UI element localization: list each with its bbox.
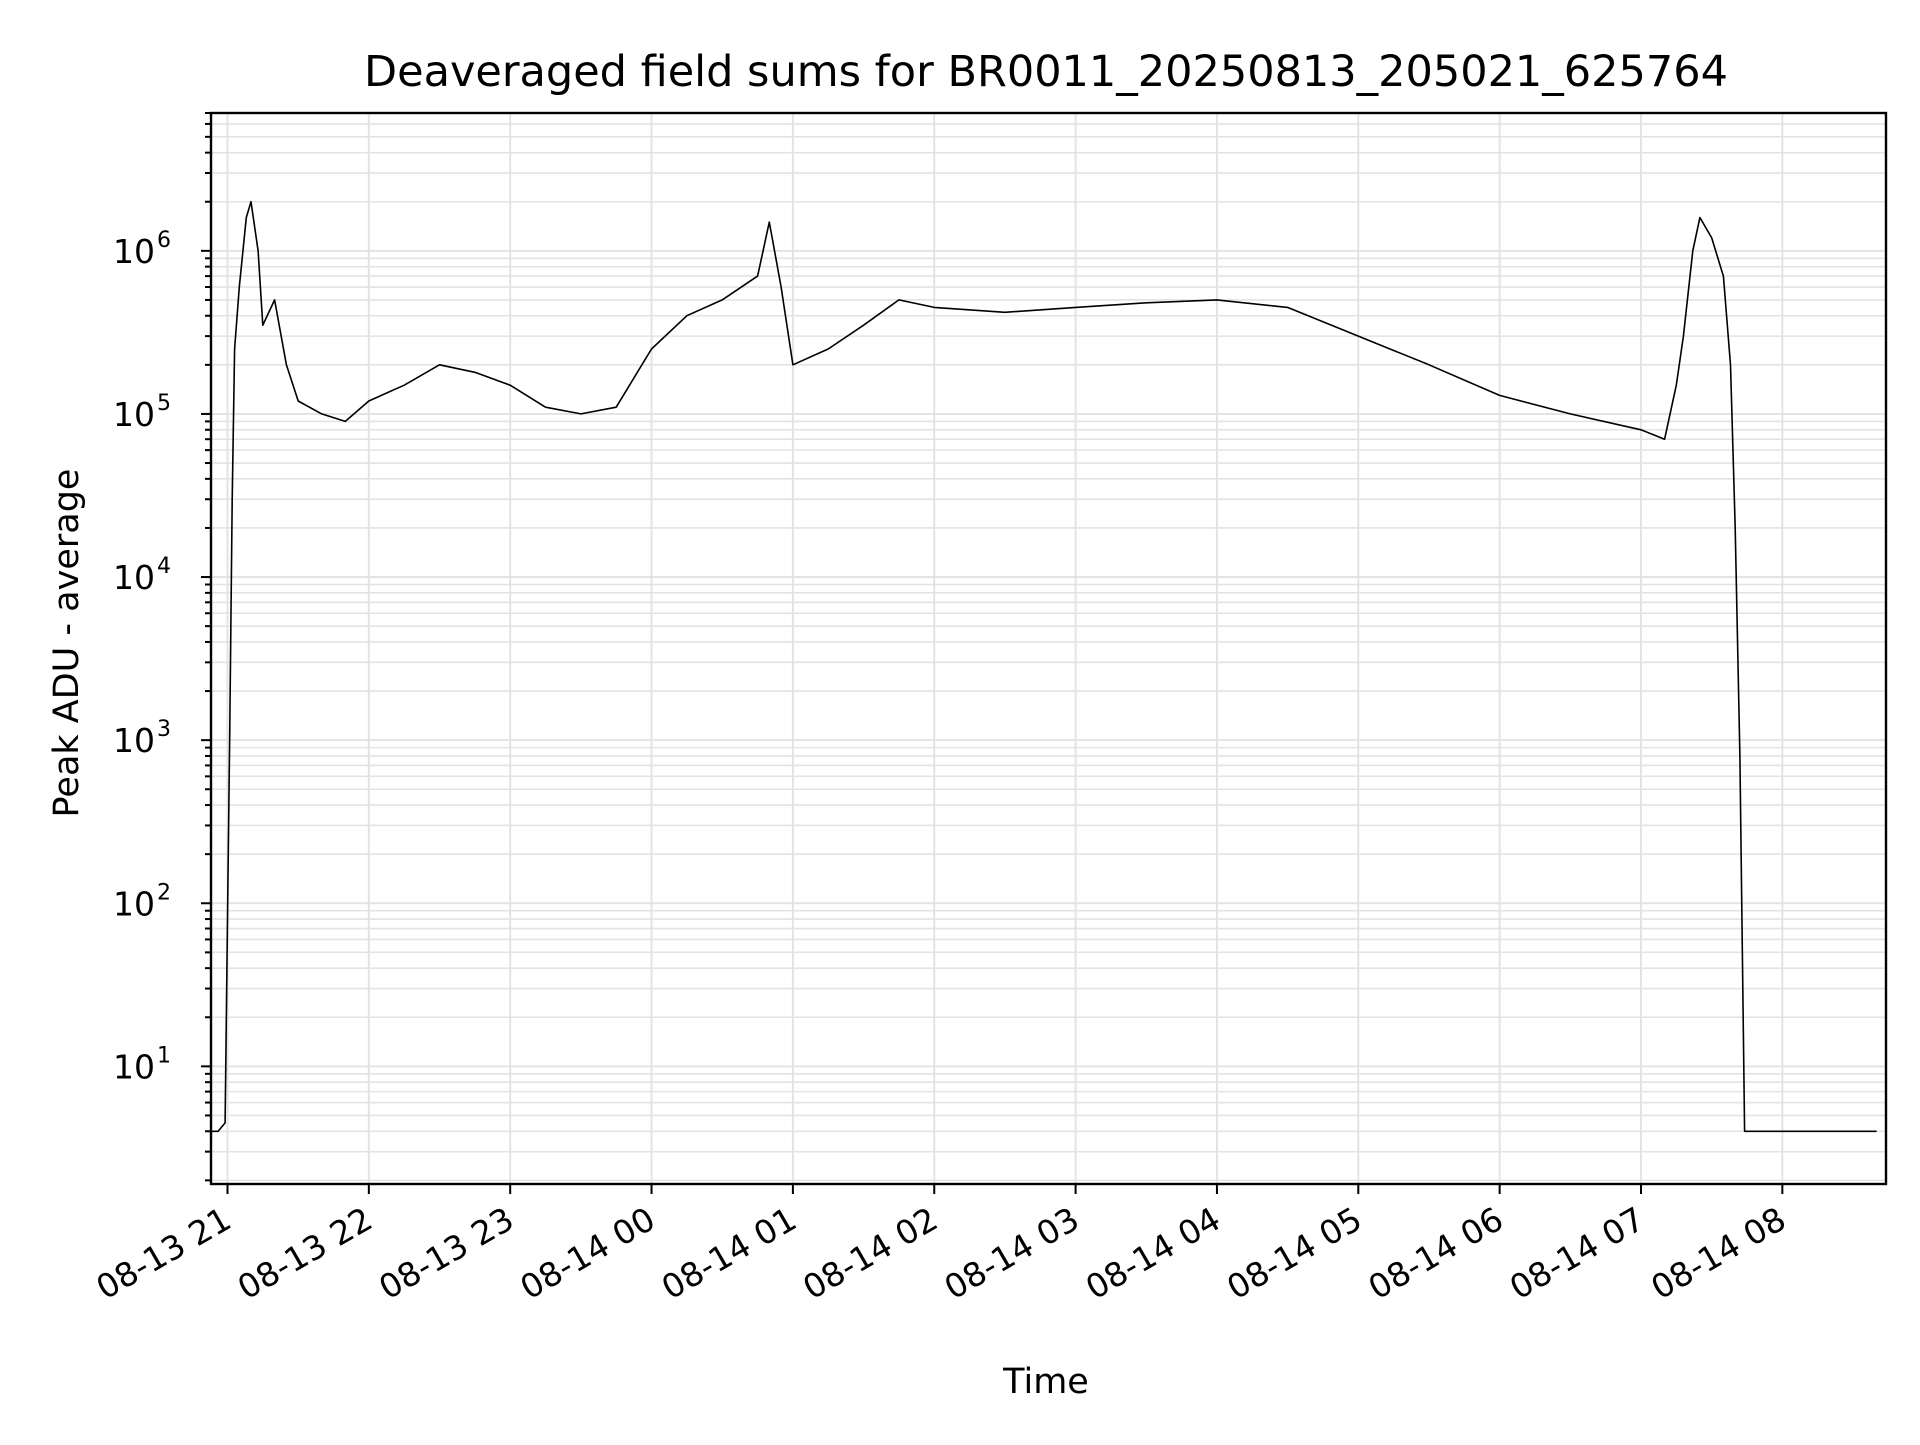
y-tick-exponent: 3 [157, 717, 171, 742]
y-tick-label: 10 [113, 721, 155, 760]
y-tick-exponent: 5 [157, 391, 171, 416]
y-tick-exponent: 6 [157, 228, 171, 253]
y-tick-label: 10 [113, 232, 155, 271]
data-layer [211, 200, 1877, 1133]
grid-layer [211, 112, 1886, 1184]
series-line [211, 200, 1877, 1133]
y-tick-exponent: 2 [157, 880, 171, 905]
x-axis-label: Time [1002, 1362, 1089, 1402]
y-tick-exponent: 1 [157, 1043, 171, 1068]
y-tick-exponent: 4 [157, 554, 171, 579]
y-tick-label: 10 [113, 558, 155, 597]
chart-title: Deaveraged field sums for BR0011_2025081… [364, 47, 1728, 97]
y-tick-label: 10 [113, 395, 155, 434]
y-tick-label: 10 [113, 884, 155, 923]
y-tick-label: 10 [113, 1047, 155, 1086]
y-axis-label: Peak ADU - average [47, 469, 87, 818]
plot-frame [209, 111, 1888, 1186]
